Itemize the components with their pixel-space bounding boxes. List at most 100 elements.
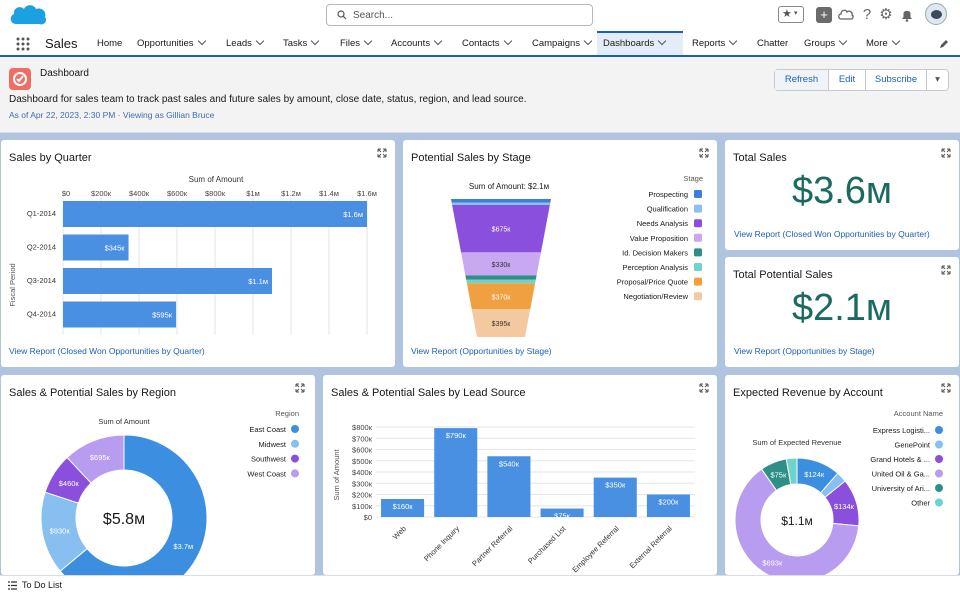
salesforce-logo[interactable] <box>8 2 48 30</box>
legend-label: University of Ari... <box>872 484 930 493</box>
setup-gear-icon[interactable]: ⚙ <box>879 6 893 23</box>
legend-swatch[interactable] <box>694 190 702 198</box>
subscribe-button[interactable]: Subscribe <box>866 70 927 90</box>
expand-icon[interactable] <box>941 148 951 158</box>
funnel-segment[interactable] <box>465 275 537 280</box>
donut-slice[interactable] <box>785 457 798 486</box>
chevron-down-icon[interactable] <box>311 36 320 46</box>
legend-swatch[interactable] <box>694 292 702 301</box>
legend-swatch[interactable] <box>291 425 299 433</box>
donut-slice[interactable] <box>59 434 208 575</box>
app-launcher-waffle-icon[interactable] <box>16 37 30 51</box>
nav-tab-files[interactable]: Files <box>340 31 373 55</box>
nav-tab-dashboards[interactable]: Dashboards <box>597 31 683 55</box>
search-icon <box>337 10 347 20</box>
expand-icon[interactable] <box>295 383 305 393</box>
legend-swatch[interactable] <box>935 440 943 449</box>
bar[interactable] <box>63 234 129 261</box>
favorites-star-icon[interactable]: ★ ▾ <box>778 6 804 23</box>
y-tick-label: $200к <box>352 491 373 500</box>
donut-slice[interactable] <box>734 468 860 575</box>
user-avatar[interactable] <box>925 3 947 25</box>
edit-button[interactable]: Edit <box>829 70 866 90</box>
nav-tab-groups[interactable]: Groups <box>804 31 848 55</box>
legend-label: Negotiation/Review <box>623 292 688 301</box>
view-report-link[interactable]: View Report (Opportunities by Stage) <box>411 346 552 356</box>
chevron-down-icon[interactable] <box>583 36 593 46</box>
nav-tab-campaigns[interactable]: Campaigns <box>532 31 593 55</box>
chevron-down-icon[interactable] <box>363 36 373 46</box>
nav-tab-chatter[interactable]: Chatter <box>757 31 788 55</box>
bar[interactable] <box>593 477 637 517</box>
nav-tab-label: Groups <box>804 38 836 49</box>
more-actions-chevron-icon[interactable]: ▾ <box>935 74 940 85</box>
bar[interactable] <box>646 494 690 518</box>
legend-swatch[interactable] <box>935 469 943 478</box>
nav-tab-tasks[interactable]: Tasks <box>283 31 320 55</box>
chevron-down-icon[interactable] <box>197 36 206 46</box>
bar[interactable] <box>63 201 367 227</box>
chevron-down-icon[interactable] <box>433 36 443 46</box>
legend-swatch[interactable] <box>291 439 299 448</box>
legend-swatch[interactable] <box>935 426 943 434</box>
view-report-link[interactable]: View Report (Opportunities by Stage) <box>734 346 875 356</box>
nav-tab-home[interactable]: Home <box>97 31 122 55</box>
chevron-down-icon[interactable] <box>503 36 512 46</box>
funnel-segment[interactable] <box>466 283 536 310</box>
nav-tab-opportunities[interactable]: Opportunities <box>137 31 206 55</box>
legend-swatch[interactable] <box>935 484 943 492</box>
legend-swatch[interactable] <box>291 469 299 478</box>
global-search-input[interactable]: Search... <box>326 4 593 26</box>
legend-swatch[interactable] <box>935 498 943 507</box>
nav-tab-more[interactable]: More <box>866 31 900 55</box>
view-report-link[interactable]: View Report (Closed Won Opportunities by… <box>9 346 205 356</box>
bar[interactable] <box>487 456 531 517</box>
trailhead-cloud-icon[interactable] <box>838 7 854 23</box>
legend-swatch[interactable] <box>694 219 702 228</box>
nav-tab-contacts[interactable]: Contacts <box>462 31 512 55</box>
legend-swatch[interactable] <box>694 248 702 257</box>
expand-icon[interactable] <box>377 148 387 158</box>
legend-swatch[interactable] <box>694 204 702 213</box>
expand-icon[interactable] <box>941 265 951 275</box>
expand-icon[interactable] <box>699 148 709 158</box>
y-axis-label: Fiscal Period <box>8 263 17 306</box>
legend-swatch[interactable] <box>291 454 299 463</box>
nav-tab-leads[interactable]: Leads <box>226 31 265 55</box>
funnel-segment[interactable] <box>471 309 531 337</box>
donut-slice[interactable] <box>66 434 125 484</box>
funnel-segment[interactable] <box>461 252 541 276</box>
help-icon[interactable]: ? <box>862 6 872 23</box>
expand-icon[interactable] <box>699 383 709 393</box>
funnel-segment[interactable] <box>451 199 551 203</box>
global-actions-plus-icon[interactable]: + <box>816 7 832 23</box>
refresh-button[interactable]: Refresh <box>775 70 829 90</box>
x-tick-label: $600к <box>167 189 188 198</box>
legend-swatch[interactable] <box>694 277 702 286</box>
bar[interactable] <box>540 508 584 517</box>
nav-tab-label: Tasks <box>283 38 308 49</box>
chevron-down-icon[interactable] <box>255 36 265 46</box>
nav-tab-accounts[interactable]: Accounts <box>391 31 443 55</box>
bar-value-label: $75к <box>554 512 571 521</box>
bar[interactable] <box>63 268 272 294</box>
bar[interactable] <box>434 428 478 517</box>
bar[interactable] <box>63 301 177 328</box>
notifications-bell-icon[interactable] <box>899 7 915 23</box>
legend-swatch[interactable] <box>935 455 943 463</box>
funnel-segment[interactable] <box>451 202 551 205</box>
funnel-segment[interactable] <box>452 204 550 253</box>
legend-swatch[interactable] <box>694 233 702 242</box>
chevron-down-icon[interactable] <box>657 36 667 46</box>
funnel-segment[interactable] <box>466 279 536 284</box>
expand-icon[interactable] <box>941 383 951 393</box>
chevron-down-icon[interactable] <box>729 36 738 46</box>
nav-tab-reports[interactable]: Reports <box>692 31 738 55</box>
todo-list-button[interactable]: To Do List <box>8 580 88 592</box>
chevron-down-icon[interactable] <box>891 36 900 46</box>
view-report-link[interactable]: View Report (Closed Won Opportunities by… <box>734 229 930 239</box>
edit-nav-pencil-icon[interactable] <box>938 38 950 50</box>
chevron-down-icon[interactable] <box>838 36 848 46</box>
legend-swatch[interactable] <box>694 263 702 271</box>
bar[interactable] <box>381 499 425 517</box>
